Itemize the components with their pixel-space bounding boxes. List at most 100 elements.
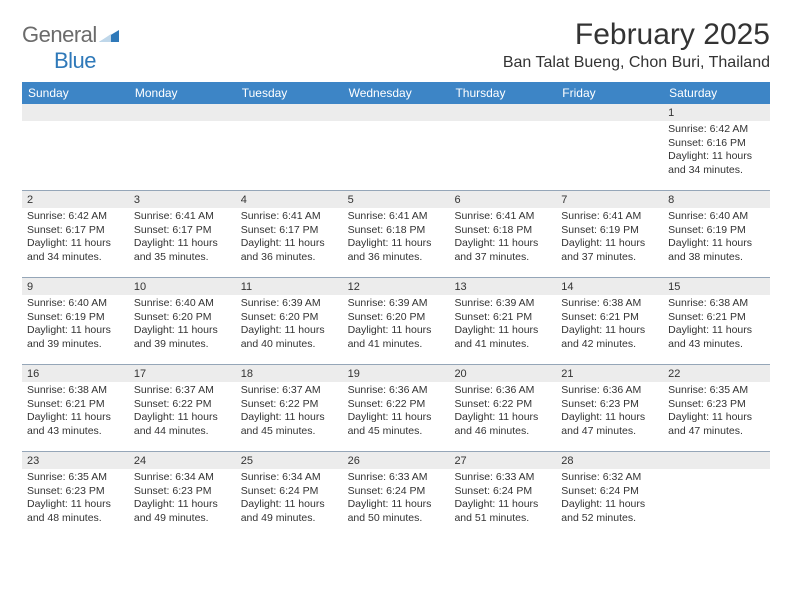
logo-triangle-icon <box>99 22 119 47</box>
day-detail-line: Sunset: 6:21 PM <box>454 311 551 325</box>
weekday-header: Wednesday <box>343 82 450 104</box>
day-detail-line: Sunset: 6:23 PM <box>668 398 765 412</box>
day-detail-line: Daylight: 11 hours and 49 minutes. <box>241 498 338 525</box>
day-details: Sunrise: 6:37 AMSunset: 6:22 PMDaylight:… <box>236 382 343 443</box>
day-detail-line: Sunset: 6:19 PM <box>668 224 765 238</box>
calendar-day-cell: 26Sunrise: 6:33 AMSunset: 6:24 PMDayligh… <box>343 452 450 538</box>
day-details: Sunrise: 6:36 AMSunset: 6:23 PMDaylight:… <box>556 382 663 443</box>
day-detail-line: Sunset: 6:21 PM <box>27 398 124 412</box>
day-details: Sunrise: 6:39 AMSunset: 6:21 PMDaylight:… <box>449 295 556 356</box>
day-detail-line: Daylight: 11 hours and 39 minutes. <box>27 324 124 351</box>
calendar-day-cell: 13Sunrise: 6:39 AMSunset: 6:21 PMDayligh… <box>449 278 556 364</box>
day-detail-line: Sunrise: 6:38 AM <box>668 297 765 311</box>
calendar-week-row: 9Sunrise: 6:40 AMSunset: 6:19 PMDaylight… <box>22 277 770 364</box>
day-detail-line: Daylight: 11 hours and 36 minutes. <box>241 237 338 264</box>
day-detail-line: Sunset: 6:17 PM <box>241 224 338 238</box>
calendar-day-cell <box>236 104 343 190</box>
day-details: Sunrise: 6:35 AMSunset: 6:23 PMDaylight:… <box>663 382 770 443</box>
day-detail-line: Daylight: 11 hours and 39 minutes. <box>134 324 231 351</box>
day-detail-line: Daylight: 11 hours and 45 minutes. <box>241 411 338 438</box>
day-number <box>236 104 343 121</box>
day-details: Sunrise: 6:42 AMSunset: 6:17 PMDaylight:… <box>22 208 129 269</box>
day-detail-line: Sunrise: 6:38 AM <box>561 297 658 311</box>
day-details: Sunrise: 6:42 AMSunset: 6:16 PMDaylight:… <box>663 121 770 182</box>
day-detail-line: Sunrise: 6:35 AM <box>668 384 765 398</box>
calendar-day-cell: 2Sunrise: 6:42 AMSunset: 6:17 PMDaylight… <box>22 191 129 277</box>
calendar-day-cell: 18Sunrise: 6:37 AMSunset: 6:22 PMDayligh… <box>236 365 343 451</box>
calendar: Sunday Monday Tuesday Wednesday Thursday… <box>22 82 770 538</box>
day-number: 21 <box>556 365 663 382</box>
day-detail-line: Sunset: 6:21 PM <box>561 311 658 325</box>
day-number: 25 <box>236 452 343 469</box>
calendar-day-cell: 8Sunrise: 6:40 AMSunset: 6:19 PMDaylight… <box>663 191 770 277</box>
day-detail-line: Sunset: 6:17 PM <box>134 224 231 238</box>
day-detail-line: Daylight: 11 hours and 34 minutes. <box>668 150 765 177</box>
day-detail-line: Daylight: 11 hours and 47 minutes. <box>561 411 658 438</box>
day-detail-line: Sunrise: 6:41 AM <box>561 210 658 224</box>
day-number: 11 <box>236 278 343 295</box>
calendar-day-cell: 5Sunrise: 6:41 AMSunset: 6:18 PMDaylight… <box>343 191 450 277</box>
day-number: 13 <box>449 278 556 295</box>
weekday-header: Sunday <box>22 82 129 104</box>
day-detail-line: Daylight: 11 hours and 51 minutes. <box>454 498 551 525</box>
day-detail-line: Daylight: 11 hours and 47 minutes. <box>668 411 765 438</box>
day-detail-line: Sunrise: 6:32 AM <box>561 471 658 485</box>
day-detail-line: Sunset: 6:22 PM <box>134 398 231 412</box>
day-number: 16 <box>22 365 129 382</box>
day-details: Sunrise: 6:38 AMSunset: 6:21 PMDaylight:… <box>663 295 770 356</box>
day-number <box>663 452 770 469</box>
weekday-header: Friday <box>556 82 663 104</box>
day-detail-line: Daylight: 11 hours and 36 minutes. <box>348 237 445 264</box>
calendar-day-cell: 19Sunrise: 6:36 AMSunset: 6:22 PMDayligh… <box>343 365 450 451</box>
day-number: 18 <box>236 365 343 382</box>
calendar-day-cell <box>449 104 556 190</box>
day-number: 20 <box>449 365 556 382</box>
calendar-day-cell: 28Sunrise: 6:32 AMSunset: 6:24 PMDayligh… <box>556 452 663 538</box>
day-number: 5 <box>343 191 450 208</box>
day-number <box>556 104 663 121</box>
day-number: 6 <box>449 191 556 208</box>
day-detail-line: Daylight: 11 hours and 49 minutes. <box>134 498 231 525</box>
day-details <box>129 121 236 127</box>
weekday-header: Tuesday <box>236 82 343 104</box>
calendar-day-cell: 23Sunrise: 6:35 AMSunset: 6:23 PMDayligh… <box>22 452 129 538</box>
calendar-day-cell: 27Sunrise: 6:33 AMSunset: 6:24 PMDayligh… <box>449 452 556 538</box>
day-detail-line: Sunrise: 6:40 AM <box>134 297 231 311</box>
day-details: Sunrise: 6:38 AMSunset: 6:21 PMDaylight:… <box>556 295 663 356</box>
day-detail-line: Daylight: 11 hours and 38 minutes. <box>668 237 765 264</box>
day-details: Sunrise: 6:41 AMSunset: 6:17 PMDaylight:… <box>129 208 236 269</box>
day-detail-line: Sunrise: 6:37 AM <box>134 384 231 398</box>
day-details <box>343 121 450 127</box>
day-detail-line: Daylight: 11 hours and 41 minutes. <box>454 324 551 351</box>
day-detail-line: Sunset: 6:22 PM <box>348 398 445 412</box>
day-detail-line: Sunrise: 6:42 AM <box>668 123 765 137</box>
day-detail-line: Daylight: 11 hours and 50 minutes. <box>348 498 445 525</box>
day-details <box>449 121 556 127</box>
day-details: Sunrise: 6:33 AMSunset: 6:24 PMDaylight:… <box>343 469 450 530</box>
day-details: Sunrise: 6:36 AMSunset: 6:22 PMDaylight:… <box>449 382 556 443</box>
calendar-day-cell: 9Sunrise: 6:40 AMSunset: 6:19 PMDaylight… <box>22 278 129 364</box>
calendar-day-cell: 20Sunrise: 6:36 AMSunset: 6:22 PMDayligh… <box>449 365 556 451</box>
calendar-day-cell: 4Sunrise: 6:41 AMSunset: 6:17 PMDaylight… <box>236 191 343 277</box>
weekday-header: Thursday <box>449 82 556 104</box>
day-number <box>343 104 450 121</box>
day-number: 17 <box>129 365 236 382</box>
day-detail-line: Daylight: 11 hours and 35 minutes. <box>134 237 231 264</box>
day-detail-line: Sunrise: 6:33 AM <box>454 471 551 485</box>
day-details: Sunrise: 6:32 AMSunset: 6:24 PMDaylight:… <box>556 469 663 530</box>
day-details: Sunrise: 6:39 AMSunset: 6:20 PMDaylight:… <box>343 295 450 356</box>
day-details: Sunrise: 6:36 AMSunset: 6:22 PMDaylight:… <box>343 382 450 443</box>
day-number: 19 <box>343 365 450 382</box>
day-details: Sunrise: 6:40 AMSunset: 6:19 PMDaylight:… <box>22 295 129 356</box>
weekday-header: Saturday <box>663 82 770 104</box>
location-subtitle: Ban Talat Bueng, Chon Buri, Thailand <box>503 54 770 72</box>
day-detail-line: Daylight: 11 hours and 48 minutes. <box>27 498 124 525</box>
calendar-day-cell <box>129 104 236 190</box>
calendar-day-cell: 1Sunrise: 6:42 AMSunset: 6:16 PMDaylight… <box>663 104 770 190</box>
day-detail-line: Sunset: 6:23 PM <box>27 485 124 499</box>
logo: General Blue <box>22 18 119 74</box>
day-detail-line: Daylight: 11 hours and 41 minutes. <box>348 324 445 351</box>
calendar-week-row: 2Sunrise: 6:42 AMSunset: 6:17 PMDaylight… <box>22 190 770 277</box>
day-detail-line: Sunset: 6:19 PM <box>27 311 124 325</box>
day-number: 9 <box>22 278 129 295</box>
